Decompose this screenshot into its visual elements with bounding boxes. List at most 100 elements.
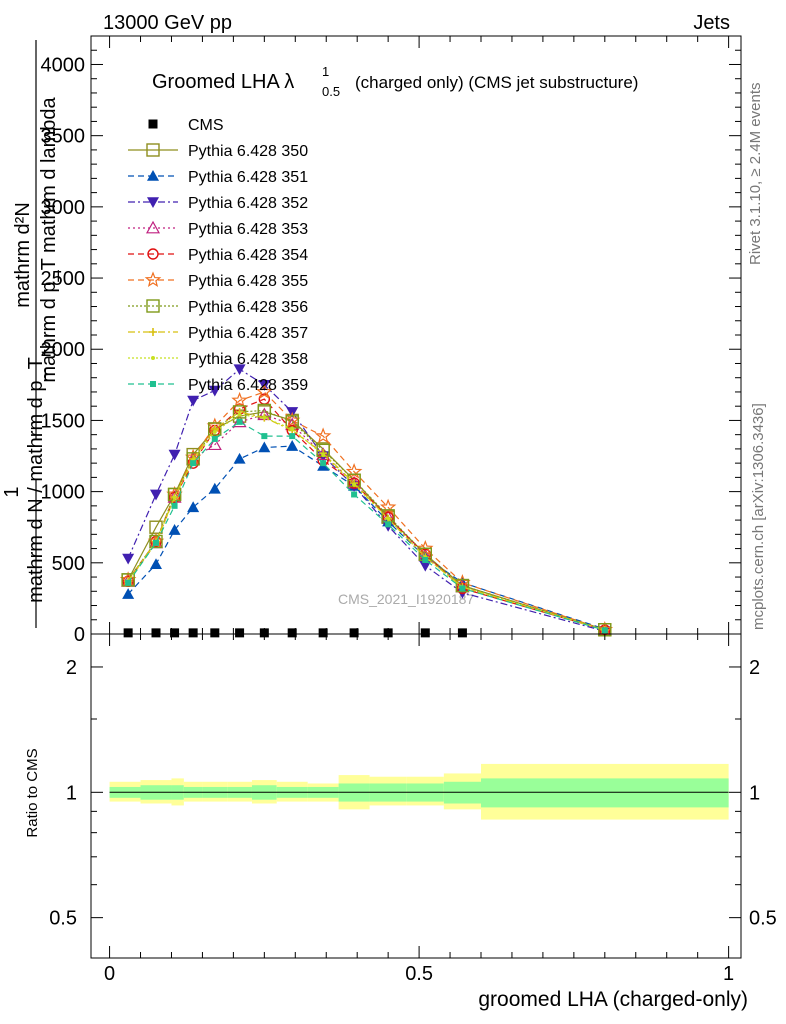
data-point [385,521,392,528]
data-point [383,628,393,638]
data-point [151,628,161,638]
data-point [190,460,197,467]
legend-item: Pythia 6.428 357 [128,325,308,342]
ratio-inner-band [481,778,729,808]
y-tick-label: 1500 [41,410,86,432]
ratio-y-axis: 0.5 0.5 1 1 2 2 [49,657,777,930]
legend-label: CMS [188,117,224,134]
data-point [457,628,467,638]
data-point [417,539,434,556]
main-y-axis-label: mathrm d²N mathrm d p_T mathrm d lambda … [1,40,60,628]
legend-marker [149,328,157,336]
title-suffix: (charged only) (CMS jet substructure) [355,73,638,92]
ratio-y-tick-label-left: 2 [66,657,77,679]
legend-label: Pythia 6.428 352 [188,195,308,212]
data-point [290,426,295,431]
legend-marker [151,356,155,360]
series-0 [123,628,467,638]
data-point [231,391,248,408]
data-point [188,628,198,638]
legend-item: Pythia 6.428 358 [128,351,308,368]
header-process-label: Jets [693,12,730,34]
y-tick-label: 3500 [41,126,86,148]
data-point [149,534,163,549]
data-point [316,447,331,460]
data-point [286,440,299,451]
ratio-y-axis-label: Ratio to CMS [24,748,41,837]
series-line [127,421,605,631]
data-point [208,482,221,494]
data-point [351,491,358,498]
data-point [168,524,181,535]
legend-label: Pythia 6.428 356 [188,299,308,316]
legend-marker [145,220,161,234]
data-point [212,429,217,434]
legend-marker [147,248,159,260]
data-point [208,422,222,436]
title-subscript: 0.5 [322,84,340,99]
header-energy-label: 13000 GeV pp [103,12,232,34]
main-y-axis: 0 500 1000 1500 2000 2500 3000 3500 4000 [41,49,741,646]
data-point [320,460,327,467]
data-point [121,573,135,587]
series-line [127,445,605,630]
legend-item: Pythia 6.428 350 [128,143,308,160]
data-point [150,558,162,570]
ylabel-bottom-line2: mathrm d N / mathrm d p_T [25,357,47,603]
mcplots-label: mcplots.cern.ch [arXiv:1306.3436] [750,403,767,630]
legend: CMS Pythia 6.428 350 Pythia 6.428 351 Pythi… [128,117,308,394]
x-axis-label: groomed LHA (charged-only) [478,988,748,1011]
data-point [258,441,271,453]
data-point [352,482,357,487]
x-tick-label: 0.5 [405,963,433,985]
data-point [420,628,430,638]
data-point [314,427,332,444]
data-point [125,579,132,586]
ratio-bands [109,763,729,820]
y-tick-label: 0 [74,624,85,646]
data-point [233,364,246,376]
legend-marker [146,143,160,157]
data-point [211,435,218,442]
data-point [122,553,135,565]
data-point [208,385,221,397]
ratio-x-axis: 0 0.5 1 [104,634,734,985]
legend-item: Pythia 6.428 355 [128,271,308,290]
data-point [153,539,159,546]
data-point [207,437,222,451]
ylabel-top-line2: mathrm d p_T mathrm d lambda [38,96,60,382]
ratio-y-tick-label-left: 1 [66,782,77,804]
data-point [348,477,360,489]
legend-marker [146,299,160,313]
data-point [210,628,220,638]
legend-label: Pythia 6.428 357 [188,325,308,342]
legend-label: Pythia 6.428 358 [188,351,308,368]
data-point [235,628,245,638]
ratio-y-tick-label-right: 0.5 [749,908,777,930]
legend-marker [148,119,158,129]
series-10 [125,418,608,634]
data-point [601,627,608,634]
data-point [287,628,297,638]
legend-label: Pythia 6.428 353 [188,221,308,238]
data-point [419,560,432,572]
legend-item: Pythia 6.428 353 [128,220,308,238]
data-point [289,433,296,440]
data-point [187,501,200,513]
data-point [349,628,359,638]
legend-marker [150,381,156,387]
title-superscript: 1 [322,64,329,79]
y-tick-label: 500 [52,553,85,575]
legend-item: Pythia 6.428 352 [128,195,308,212]
ratio-y-tick-label-left: 0.5 [49,908,77,930]
data-point [321,452,326,457]
data-point [237,412,242,417]
title-symbol: λ [284,71,294,93]
data-point [386,516,391,521]
y-tick-label: 1000 [41,482,86,504]
legend-label: Pythia 6.428 359 [188,377,308,394]
data-point [259,628,269,638]
data-point [232,405,247,419]
data-point [283,411,301,428]
